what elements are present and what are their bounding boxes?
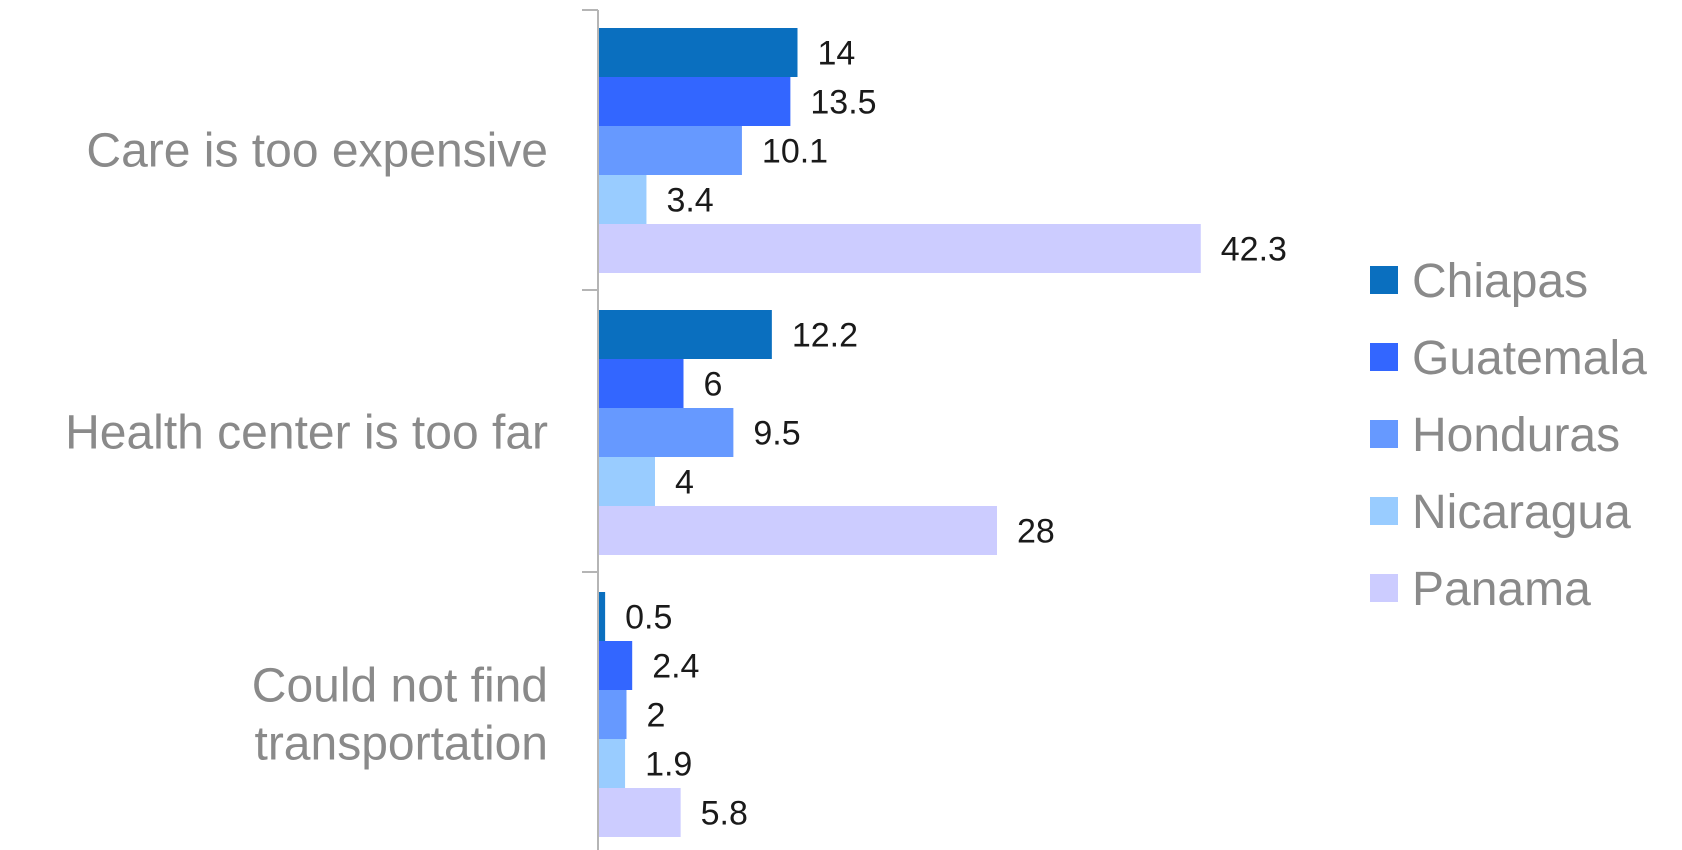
legend-label-nicaragua: Nicaragua [1412, 486, 1631, 539]
value-label-panama-2: 5.8 [701, 795, 748, 833]
value-label-panama-1: 28 [1017, 513, 1055, 551]
category-axis [582, 9, 599, 850]
bar-guatemala-0 [598, 77, 791, 126]
bar-panama-1 [598, 506, 997, 555]
bar-nicaragua-0 [598, 175, 647, 224]
bar-guatemala-2 [598, 641, 633, 690]
category-label-health-center-is-too-far: Health center is too far [65, 407, 548, 460]
value-label-guatemala-2: 2.4 [652, 648, 699, 686]
value-label-honduras-2: 2 [647, 697, 666, 735]
value-label-honduras-1: 9.5 [753, 415, 800, 453]
value-label-nicaragua-0: 3.4 [666, 182, 713, 220]
value-label-nicaragua-1: 4 [675, 464, 694, 502]
value-labels: 14 13.5 10.1 3.4 42.3 12.2 6 9.5 4 28 0.5 2.4 2 1.95.… [625, 35, 1287, 833]
category-label-care-is-too-expensive: Care is too expensive [86, 125, 548, 178]
bar-guatemala-1 [598, 359, 684, 408]
category-label-could-not-find: Could not find [252, 660, 548, 713]
legend-label-panama: Panama [1412, 563, 1591, 616]
category-label-transportation: transportation [254, 718, 548, 771]
bar-chiapas-0 [598, 28, 798, 77]
legend-swatch-nicaragua [1370, 497, 1398, 525]
legend-swatch-honduras [1370, 420, 1398, 448]
bar-chiapas-1 [598, 310, 772, 359]
value-label-chiapas-0: 14 [818, 35, 856, 73]
bar-chiapas-2 [598, 592, 606, 641]
bar-honduras-1 [598, 408, 734, 457]
legend-label-guatemala: Guatemala [1412, 332, 1647, 385]
legend-swatch-panama [1370, 574, 1398, 602]
value-label-chiapas-1: 12.2 [792, 317, 858, 355]
value-label-nicaragua-2: 1.9 [645, 746, 692, 784]
bar-nicaragua-2 [598, 739, 626, 788]
legend-label-chiapas: Chiapas [1412, 255, 1588, 308]
bars [598, 28, 1201, 837]
legend: Chiapas Guatemala Honduras Nicaragua Panama [1370, 255, 1647, 616]
value-label-honduras-0: 10.1 [762, 133, 828, 171]
bar-panama-0 [598, 224, 1201, 273]
category-labels: Care is too expensive Health center is to… [65, 125, 548, 771]
value-label-panama-0: 42.3 [1221, 231, 1287, 269]
bar-honduras-2 [598, 690, 627, 739]
bar-nicaragua-1 [598, 457, 655, 506]
legend-label-honduras: Honduras [1412, 409, 1620, 462]
value-label-guatemala-0: 13.5 [810, 84, 876, 122]
legend-swatch-chiapas [1370, 266, 1398, 294]
value-label-chiapas-2: 0.5 [625, 599, 672, 637]
bar-honduras-0 [598, 126, 742, 175]
legend-swatch-guatemala [1370, 343, 1398, 371]
bar-panama-2 [598, 788, 681, 837]
value-label-guatemala-1: 6 [704, 366, 723, 404]
